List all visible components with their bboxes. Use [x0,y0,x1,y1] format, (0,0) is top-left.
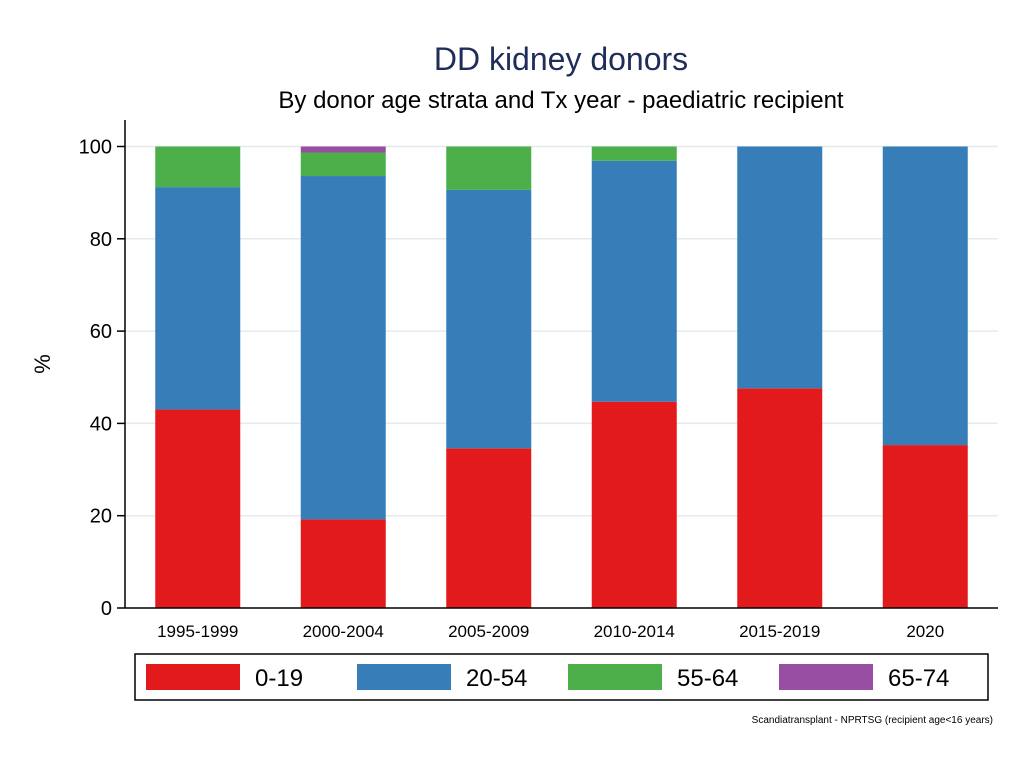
bar-20-54-1995-1999 [155,187,241,410]
x-tick-label: 2005-2009 [448,622,529,641]
bar-20-54-2005-2009 [446,189,532,449]
y-tick-label: 80 [90,229,112,251]
x-tick-label: 2000-2004 [303,622,384,641]
bar-20-54-2015-2019 [737,146,823,389]
bar-65-74-2000-2004 [300,146,386,153]
bar-0-19-2010-2014 [591,401,677,608]
bar-0-19-1995-1999 [155,409,241,608]
bar-20-54-2020 [882,146,968,446]
legend-swatch-65-74 [779,664,873,690]
x-tick-label: 2015-2019 [739,622,820,641]
y-tick-label: 0 [101,598,112,620]
bar-20-54-2010-2014 [591,160,677,402]
legend: 0-19 20-54 55-64 65-74 [146,664,949,692]
bar-55-64-2005-2009 [446,146,532,190]
legend-label: 65-74 [888,665,949,692]
legend-label: 55-64 [677,665,738,692]
bar-0-19-2000-2004 [300,519,386,608]
bar-0-19-2015-2019 [737,388,823,608]
chart-subtitle: By donor age strata and Tx year - paedia… [278,87,844,114]
bar-55-64-2000-2004 [300,152,386,177]
x-axis-ticks: 1995-1999 2000-2004 2005-2009 2010-2014 2015… [157,622,944,641]
bar-0-19-2020 [882,445,968,608]
y-axis-label: % [30,354,55,374]
bar-20-54-2000-2004 [300,176,386,520]
source-note: Scandiatransplant - NPRTSG (recipient ag… [752,715,993,726]
x-tick-label: 1995-1999 [157,622,238,641]
y-tick-label: 100 [79,137,112,159]
y-axis-ticks: 0 20 40 60 80 100 [79,137,125,620]
y-tick-label: 60 [90,321,112,343]
bar-0-19-2005-2009 [446,448,532,608]
bars [155,146,968,608]
chart-title: DD kidney donors [434,41,688,77]
gridlines [125,145,998,517]
x-tick-label: 2010-2014 [594,622,675,641]
legend-swatch-55-64 [568,664,662,690]
x-tick-label: 2020 [906,622,944,641]
legend-label: 0-19 [255,665,303,692]
bar-55-64-2010-2014 [591,146,677,161]
y-tick-label: 20 [90,506,112,528]
bar-55-64-1995-1999 [155,146,241,188]
legend-label: 20-54 [466,665,527,692]
legend-swatch-0-19 [146,664,240,690]
legend-swatch-20-54 [357,664,451,690]
y-tick-label: 40 [90,413,112,435]
